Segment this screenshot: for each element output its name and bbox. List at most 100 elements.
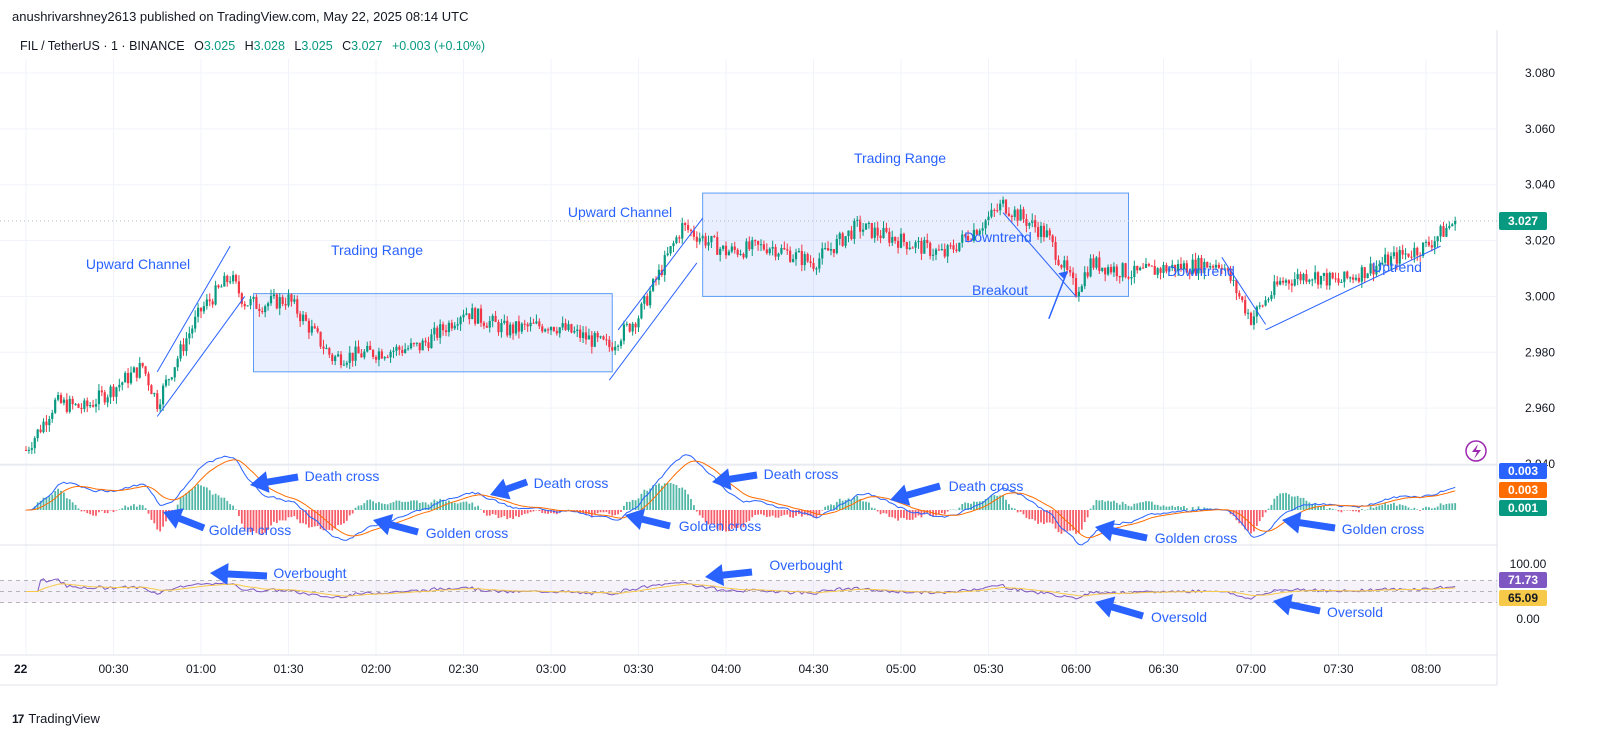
macd-hist-bar — [395, 500, 398, 510]
macd-hist-bar — [1060, 510, 1063, 534]
candle-body — [1139, 267, 1142, 271]
macd-hist-bar — [590, 510, 593, 517]
candle-body — [751, 240, 754, 250]
candle-body — [905, 242, 908, 250]
candle-body — [961, 234, 964, 243]
macd-hist-bar — [103, 510, 106, 514]
macd-hist-bar — [357, 505, 360, 510]
candle-body — [328, 348, 331, 355]
macd-hist-bar — [293, 510, 296, 517]
macd-hist-bar — [500, 510, 503, 518]
candle-body — [567, 324, 570, 330]
time-tick-label: 04:30 — [798, 662, 828, 676]
candle-body — [1165, 265, 1168, 272]
candle-body — [39, 429, 42, 433]
candle-body — [176, 358, 179, 368]
macd-hist-bar — [351, 510, 354, 514]
macd-hist-bar — [456, 503, 459, 510]
candle-body — [1261, 305, 1264, 307]
candle-body — [319, 331, 322, 347]
candle-body — [844, 236, 847, 246]
price-axis[interactable]: 3.0803.0603.0403.0203.0002.9802.9602.940… — [1499, 66, 1555, 626]
candle-body — [1351, 277, 1355, 280]
macd-hist-bar — [401, 501, 404, 510]
symbol-legend: FIL / TetherUS · 1 · BINANCE O3.025 H3.0… — [20, 39, 485, 53]
time-tick-label: 02:30 — [448, 662, 478, 676]
candle-body — [392, 350, 395, 352]
candle-series[interactable] — [0, 196, 1497, 454]
macd-hist-bar — [943, 510, 946, 515]
candle-body — [911, 247, 914, 249]
macd-hist-bar — [675, 485, 678, 510]
candle-body — [389, 351, 392, 358]
macd-hist-bar — [865, 501, 867, 510]
macd-hist-bar — [1010, 507, 1013, 510]
candle-body — [1386, 254, 1390, 266]
macd-hist-bar — [940, 510, 943, 514]
candle-body — [981, 228, 984, 231]
candle-body — [657, 269, 661, 281]
candle-body — [342, 364, 346, 366]
candle-body — [1395, 252, 1398, 264]
macd-hist-bar — [235, 509, 237, 510]
candle-body — [80, 407, 83, 410]
candle-body — [803, 254, 806, 266]
candle-body — [287, 294, 290, 306]
candle-body — [453, 325, 456, 329]
candle-body — [226, 275, 229, 283]
rsi-value-label: 71.73 — [1508, 573, 1538, 587]
macd-hist-bar — [1261, 510, 1264, 518]
channel-line-lower — [608, 262, 698, 381]
macd-hist-bar — [999, 495, 1002, 510]
macd-hist-bar — [669, 482, 672, 510]
candle-body — [978, 230, 981, 235]
macd-hist-bar — [1159, 506, 1162, 510]
candle-body — [74, 403, 77, 405]
candle-body — [406, 348, 410, 350]
candle-body — [398, 346, 401, 350]
lightning-icon[interactable] — [1465, 440, 1487, 462]
macd-hist-bar — [760, 510, 762, 515]
macd-hist-bar — [952, 509, 955, 511]
candle-body — [625, 323, 628, 325]
macd-hist-bar — [745, 510, 748, 523]
candle-body — [716, 237, 719, 255]
trading-range-box — [702, 192, 1130, 297]
macd-hist-bar — [477, 505, 479, 510]
macd-hist-bar — [410, 500, 412, 510]
macd-hist-bar — [908, 510, 911, 521]
candle-body — [707, 242, 710, 246]
macd-hist-bar — [360, 505, 363, 510]
macd-hist-bar — [1121, 501, 1124, 510]
tradingview-brand[interactable]: 17 TradingView — [12, 711, 100, 726]
candle-body — [937, 249, 941, 251]
macd-hist-bar — [200, 485, 202, 510]
death-cross-label: Death cross — [305, 468, 380, 484]
time-axis[interactable]: 22 00:30 01:00 01:30 02:00 02:30 03:00 03:30 04:… — [14, 662, 1441, 676]
candle-body — [1147, 263, 1151, 266]
candle-body — [59, 394, 63, 403]
macd-hist-bar — [1366, 509, 1369, 510]
macd-hist-bar — [439, 498, 442, 510]
channel-line-upper — [617, 217, 704, 331]
macd-hist-bar — [1325, 509, 1328, 510]
candle-body — [756, 241, 760, 245]
candle-body — [958, 242, 961, 251]
death-cross-label: Death cross — [534, 475, 609, 491]
macd-hist-bar — [771, 510, 774, 516]
macd-hist-bar — [739, 510, 742, 528]
macd-hist-bar — [754, 510, 757, 516]
macd-hist-bar — [141, 505, 144, 510]
candle-body — [1439, 226, 1442, 237]
candle-body — [115, 387, 118, 397]
macd-hist-bar — [1413, 507, 1416, 510]
symbol-name[interactable]: FIL / TetherUS · 1 · BINANCE — [20, 39, 185, 53]
candle-body — [459, 317, 462, 325]
macd-hist-bar — [343, 510, 345, 524]
candle-body — [1232, 279, 1235, 281]
candle-body — [1421, 242, 1425, 256]
rsi-value-tag — [1499, 572, 1547, 588]
macd-hist-bar — [54, 491, 57, 510]
rsi-pane[interactable] — [0, 578, 1497, 603]
